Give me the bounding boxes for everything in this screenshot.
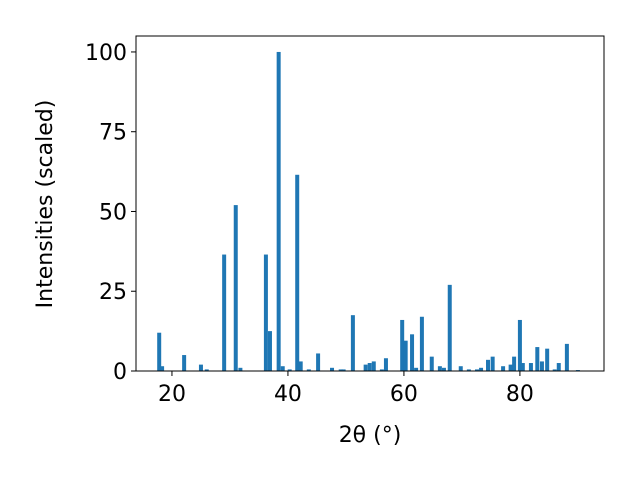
bar — [564, 343, 569, 371]
bar — [157, 332, 162, 371]
bar — [479, 367, 484, 371]
bar — [556, 363, 561, 371]
y-tick-label: 100 — [85, 41, 127, 66]
bar — [204, 369, 209, 371]
bar — [198, 364, 203, 371]
y-tick-label: 75 — [99, 121, 127, 146]
bar — [429, 356, 434, 371]
bar — [552, 369, 557, 371]
bar — [341, 369, 346, 371]
bar — [545, 348, 550, 371]
bar — [486, 359, 491, 371]
bar — [383, 358, 388, 371]
bar — [367, 363, 372, 371]
bar — [263, 254, 268, 371]
x-tick-label: 60 — [390, 382, 418, 407]
bar — [298, 361, 303, 371]
y-tick-label: 50 — [99, 200, 127, 225]
bar — [276, 51, 281, 371]
bar — [350, 315, 355, 371]
bar — [400, 319, 405, 371]
bar — [520, 363, 525, 371]
bar — [403, 340, 408, 371]
bar — [160, 366, 165, 371]
bar — [414, 367, 419, 371]
bar — [316, 353, 321, 371]
x-tick-label: 80 — [506, 382, 534, 407]
bar — [539, 361, 544, 371]
x-axis-label: 2θ (°) — [339, 423, 402, 448]
bar — [441, 367, 446, 371]
bar — [458, 366, 463, 371]
bar — [447, 284, 452, 371]
bar — [330, 367, 335, 371]
bar — [410, 334, 415, 371]
bar — [490, 356, 495, 371]
bar — [306, 369, 311, 371]
bar — [280, 366, 285, 371]
bar — [295, 174, 300, 371]
bar — [222, 254, 227, 371]
bar — [501, 366, 506, 371]
bar — [182, 355, 187, 371]
x-tick-label: 40 — [274, 382, 302, 407]
bar — [233, 205, 238, 371]
bar — [437, 366, 442, 371]
bar — [338, 369, 343, 371]
bar — [474, 369, 479, 371]
bar — [287, 369, 292, 371]
bar — [517, 319, 522, 371]
bar — [371, 361, 376, 371]
bar — [466, 369, 471, 371]
bar — [535, 347, 540, 371]
y-tick-label: 0 — [113, 360, 127, 385]
bar — [508, 364, 513, 371]
bar — [379, 369, 384, 371]
bar — [419, 316, 424, 371]
bar — [363, 364, 368, 371]
bar — [238, 367, 243, 371]
bar — [267, 331, 272, 371]
x-tick-label: 20 — [158, 382, 186, 407]
plot-frame — [135, 35, 605, 372]
y-axis-label: Intensities (scaled) — [33, 100, 58, 309]
bar — [528, 363, 533, 371]
y-tick-label: 25 — [99, 280, 127, 305]
bar — [512, 356, 517, 371]
